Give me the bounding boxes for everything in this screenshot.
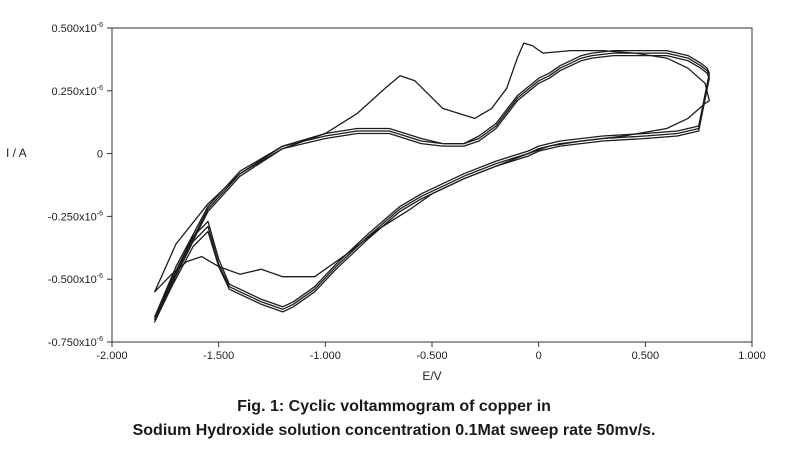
voltammogram-chart: -2.000 -1.500 -1.000 -0.500 0 0.500 1.000 0.50… xyxy=(6,22,766,383)
y-tick-label: -0.250x10-6 xyxy=(48,210,103,223)
x-axis-ticks: -2.000 -1.500 -1.000 -0.500 0 0.500 1.000 xyxy=(96,342,766,362)
series-line-3 xyxy=(154,49,710,318)
series-group xyxy=(154,42,710,323)
x-axis-label: E/V xyxy=(422,369,441,383)
y-tick-label: 0 xyxy=(97,149,103,161)
y-axis-label: I / A xyxy=(6,146,27,160)
y-tick-label: -0.750x10-6 xyxy=(48,336,103,349)
x-tick-label: -0.500 xyxy=(416,350,447,362)
x-tick-label: 0 xyxy=(536,350,542,362)
x-tick-label: -1.000 xyxy=(310,350,341,362)
figure-caption-line-2: Sodium Hydroxide solution concentration … xyxy=(132,422,656,439)
series-line-4 xyxy=(154,54,710,323)
plot-frame xyxy=(111,27,753,343)
series-line-2 xyxy=(154,52,710,321)
figure-caption-line-1: Fig. 1: Cyclic voltammogram of copper in xyxy=(237,398,551,415)
y-tick-label: 0.250x10-6 xyxy=(52,85,104,98)
x-tick-label: -1.500 xyxy=(203,350,234,362)
y-axis-ticks: 0.500x10-6 0.250x10-6 0 -0.250x10-6 -0.500x1… xyxy=(48,22,112,349)
x-tick-label: 0.500 xyxy=(632,350,660,362)
y-tick-label: -0.500x10-6 xyxy=(48,273,103,286)
x-tick-label: -2.000 xyxy=(96,350,127,362)
y-tick-label: 0.500x10-6 xyxy=(52,22,104,35)
x-tick-label: 1.000 xyxy=(738,350,766,362)
series-line-1 xyxy=(154,42,710,293)
